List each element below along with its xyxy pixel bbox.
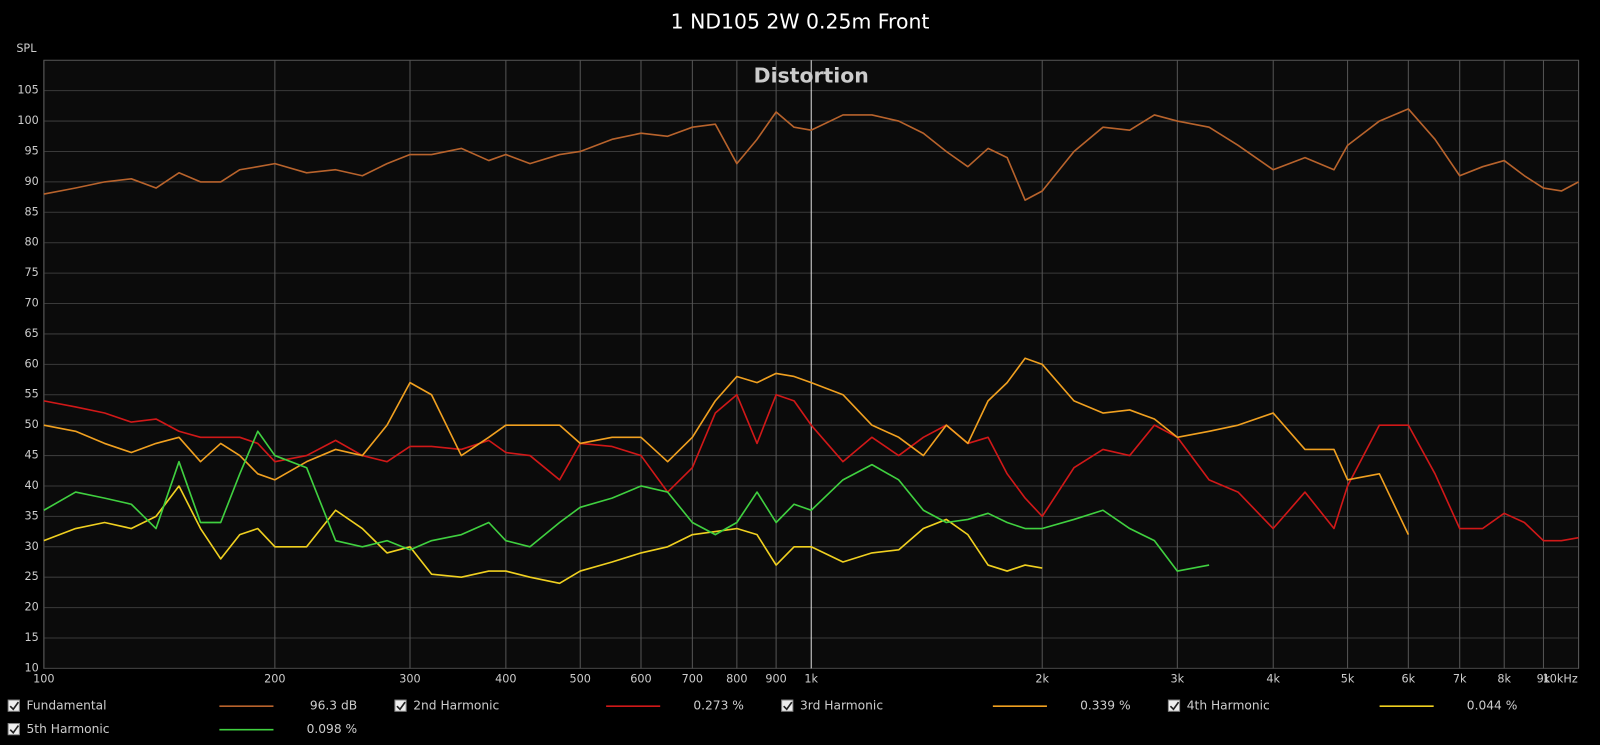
legend-value: 0.098 % <box>307 722 358 736</box>
legend-entry: 5th Harmonic 0.098 % <box>7 722 358 736</box>
legend-entry: 3rd Harmonic 0.339 % <box>781 699 1131 713</box>
x-tick-label: 7k <box>1453 673 1467 686</box>
y-tick-label: 70 <box>24 297 38 310</box>
legend-value: 0.044 % <box>1467 699 1518 713</box>
y-tick-label: 20 <box>24 601 38 614</box>
checkmark <box>783 701 793 711</box>
x-tick-label: 200 <box>264 673 285 686</box>
legend-label: 5th Harmonic <box>27 722 110 736</box>
checkmark <box>9 701 20 711</box>
y-tick-label: 65 <box>24 327 38 340</box>
legend-value: 96.3 dB <box>310 699 357 713</box>
series-line <box>43 430 1210 572</box>
checkmark <box>396 701 406 711</box>
series-line <box>43 485 1043 585</box>
y-tick-label: 60 <box>24 357 38 370</box>
x-tick-label: 9k <box>1537 673 1551 686</box>
checkbox[interactable] <box>7 723 20 736</box>
annotation: Distortion <box>754 64 869 88</box>
y-tick-label: 75 <box>24 266 38 279</box>
checkbox[interactable] <box>1167 699 1181 712</box>
y-tick-label: 100 <box>17 114 38 127</box>
x-tick-label: 10kHz <box>1543 673 1578 686</box>
checkbox[interactable] <box>7 699 20 712</box>
legend-entry: 4th Harmonic 0.044 % <box>1167 699 1518 713</box>
x-tick-label: 5k <box>1341 673 1355 686</box>
x-tick-label: 700 <box>682 673 703 686</box>
checkbox[interactable] <box>781 699 794 712</box>
legend-label: 4th Harmonic <box>1187 699 1270 713</box>
y-tick-label: 85 <box>24 205 38 218</box>
x-tick-label: 800 <box>726 673 747 686</box>
checkmark <box>1169 701 1180 711</box>
y-tick-label: 45 <box>24 449 38 462</box>
legend-label: 2nd Harmonic <box>413 699 499 713</box>
checkmark <box>9 725 20 734</box>
chart-title: 1 ND105 2W 0.25m Front <box>671 9 930 33</box>
legend: Fundamental 96.3 dB 2nd Harmonic 0.273 % 3rd… <box>7 699 1518 736</box>
x-tick-label: 6k <box>1402 673 1416 686</box>
x-tick-label: 4k <box>1266 673 1280 686</box>
checkbox[interactable] <box>394 699 407 712</box>
x-tick-label: 100 <box>33 673 54 686</box>
y-tick-label: 50 <box>24 418 38 431</box>
x-tick-label: 600 <box>630 673 651 686</box>
series-line <box>43 357 1410 535</box>
x-tick-label: 1k <box>804 673 818 686</box>
y-axis-label: SPL <box>16 42 37 55</box>
grid: 10 15 20 25 30 35 40 45 50 55 60 65 70 75 80 85 90 95 100 1… <box>17 60 1580 686</box>
y-tick-label: 55 <box>24 388 38 401</box>
y-tick-label: 105 <box>17 84 38 97</box>
legend-label: Fundamental <box>27 699 107 713</box>
legend-value: 0.339 % <box>1080 699 1131 713</box>
y-tick-label: 95 <box>24 144 38 157</box>
legend-entry: 2nd Harmonic 0.273 % <box>394 699 744 713</box>
x-tick-label: 400 <box>495 673 516 686</box>
y-tick-label: 30 <box>24 540 38 553</box>
y-tick-label: 90 <box>24 175 38 188</box>
legend-entry: Fundamental 96.3 dB <box>7 699 357 713</box>
x-tick-label: 900 <box>765 673 786 686</box>
y-tick-label: 80 <box>24 236 38 249</box>
x-tick-label: 3k <box>1171 673 1185 686</box>
x-tick-label: 2k <box>1035 673 1049 686</box>
y-tick-label: 15 <box>24 631 38 644</box>
legend-label: 3rd Harmonic <box>800 699 883 713</box>
series-line <box>43 393 1579 542</box>
y-tick-label: 10 <box>24 661 38 674</box>
y-tick-label: 25 <box>24 570 38 583</box>
x-tick-label: 500 <box>570 673 591 686</box>
y-tick-label: 40 <box>24 479 38 492</box>
legend-value: 0.273 % <box>693 699 744 713</box>
x-tick-label: 300 <box>399 673 420 686</box>
x-tick-label: 8k <box>1497 673 1511 686</box>
series-line <box>43 108 1579 201</box>
y-tick-label: 35 <box>24 509 38 522</box>
lines <box>43 108 1579 585</box>
